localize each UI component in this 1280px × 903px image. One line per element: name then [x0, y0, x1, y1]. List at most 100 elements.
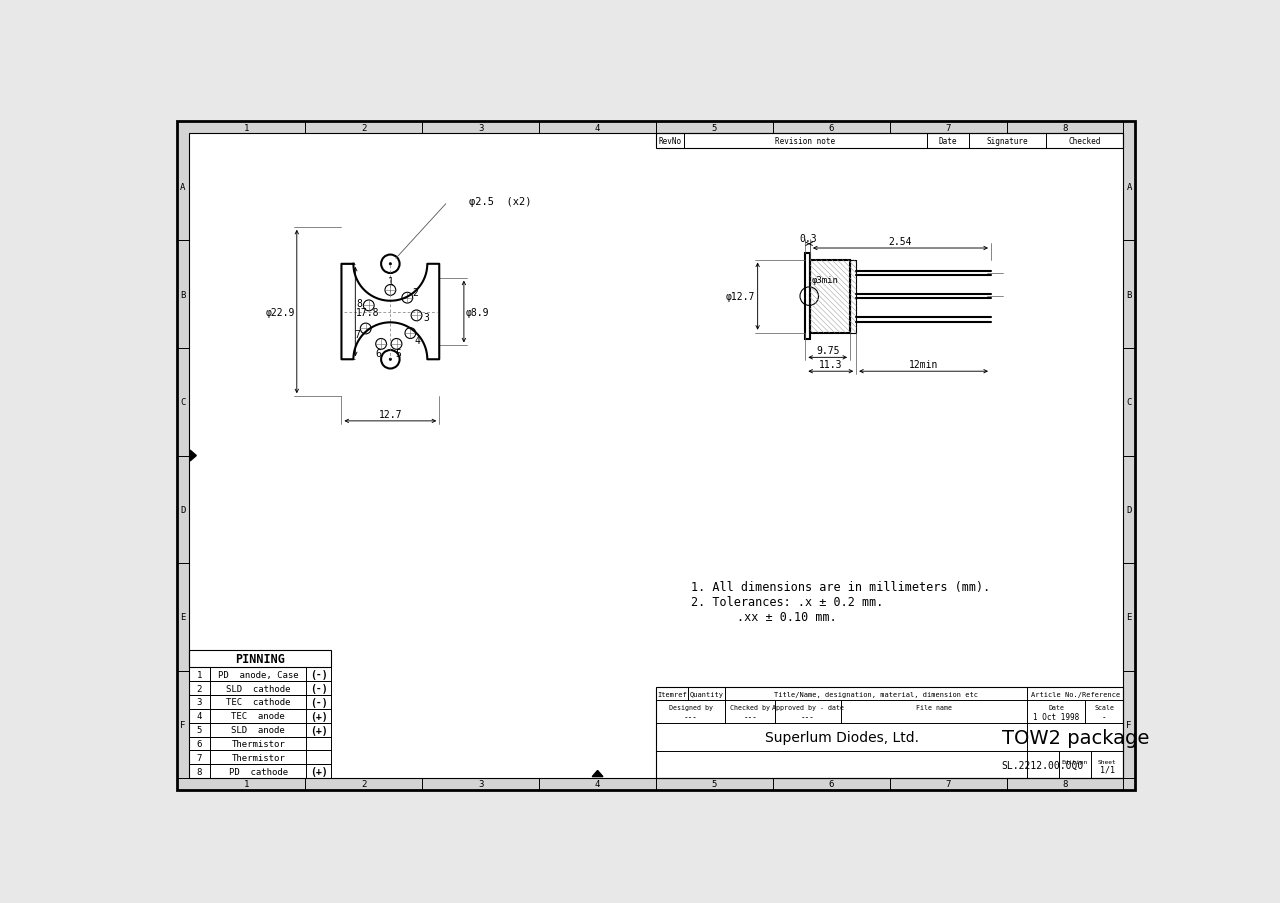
Text: 7: 7: [355, 330, 361, 340]
Text: 7: 7: [946, 124, 951, 133]
Text: Edition: Edition: [1061, 759, 1088, 764]
Text: 6: 6: [828, 124, 835, 133]
Text: Quantity: Quantity: [690, 691, 723, 697]
Text: 3: 3: [197, 698, 202, 707]
Text: 8: 8: [1062, 124, 1068, 133]
Text: F: F: [180, 720, 186, 729]
Text: 1: 1: [244, 124, 250, 133]
Text: 6: 6: [375, 349, 381, 358]
Text: Date: Date: [938, 137, 957, 146]
Text: (-): (-): [310, 697, 328, 707]
Text: 1: 1: [244, 779, 250, 788]
Text: 3: 3: [424, 312, 429, 322]
Text: 4: 4: [595, 779, 600, 788]
Text: 1/1: 1/1: [1100, 764, 1115, 773]
Text: φ2.5  (x2): φ2.5 (x2): [468, 197, 531, 207]
Text: φ22.9: φ22.9: [265, 307, 294, 317]
Bar: [657, 687, 1124, 778]
Text: PD  cathode: PD cathode: [229, 767, 288, 776]
Text: Article No./Reference: Article No./Reference: [1030, 691, 1120, 697]
Text: Thermistor: Thermistor: [232, 753, 285, 762]
Text: C: C: [1126, 398, 1132, 406]
Text: Signature: Signature: [987, 137, 1029, 146]
Text: 2: 2: [412, 287, 419, 297]
Text: Title/Name, designation, material, dimension etc: Title/Name, designation, material, dimen…: [774, 691, 978, 697]
Text: 8: 8: [197, 767, 202, 776]
Polygon shape: [593, 770, 603, 777]
Text: Superlum Diodes, Ltd.: Superlum Diodes, Ltd.: [764, 731, 919, 744]
Text: (-): (-): [310, 684, 328, 694]
Text: Itemref: Itemref: [658, 691, 687, 697]
Text: Approved by - date: Approved by - date: [772, 703, 844, 710]
Text: 0.3: 0.3: [799, 233, 817, 243]
Text: E: E: [180, 612, 186, 621]
Text: 7: 7: [197, 753, 202, 762]
Bar: [188, 737, 332, 750]
Text: A: A: [1126, 183, 1132, 192]
Text: 5: 5: [712, 779, 717, 788]
Bar: [188, 682, 332, 695]
Text: 4: 4: [197, 712, 202, 721]
Text: 9.75: 9.75: [815, 346, 840, 356]
Text: 8: 8: [356, 299, 362, 309]
Bar: [188, 765, 332, 778]
Text: E: E: [1126, 612, 1132, 621]
Text: 1: 1: [388, 276, 393, 286]
Text: φ8.9: φ8.9: [466, 307, 489, 317]
Text: Scale: Scale: [1094, 703, 1114, 710]
Text: SLD  anode: SLD anode: [232, 725, 285, 734]
Text: F: F: [1126, 720, 1132, 729]
Text: (-): (-): [310, 669, 328, 679]
Circle shape: [389, 358, 392, 361]
Text: B: B: [1126, 291, 1132, 300]
Text: Sheet: Sheet: [1098, 759, 1116, 764]
Bar: [188, 667, 332, 682]
Text: D: D: [180, 506, 186, 514]
Text: PD  anode, Case: PD anode, Case: [218, 670, 298, 679]
Text: 4: 4: [415, 336, 420, 346]
Text: D: D: [1126, 506, 1132, 514]
Text: TEC  anode: TEC anode: [232, 712, 285, 721]
Text: RevNo: RevNo: [658, 137, 681, 146]
Text: φ3min: φ3min: [812, 275, 838, 284]
Text: TEC  cathode: TEC cathode: [227, 698, 291, 707]
Text: (+): (+): [310, 725, 328, 735]
Text: 8: 8: [1062, 779, 1068, 788]
Text: 6: 6: [828, 779, 835, 788]
Polygon shape: [191, 451, 196, 461]
Text: Checked by: Checked by: [731, 703, 771, 710]
Text: Revision note: Revision note: [776, 137, 836, 146]
Text: 2. Tolerances: .x ± 0.2 mm.: 2. Tolerances: .x ± 0.2 mm.: [691, 595, 883, 609]
Text: ---: ---: [801, 712, 815, 721]
Text: 11.3: 11.3: [819, 360, 842, 370]
Text: SLD  cathode: SLD cathode: [227, 684, 291, 693]
Bar: [657, 134, 1124, 149]
Text: Designed by: Designed by: [668, 703, 713, 710]
Text: A: A: [180, 183, 186, 192]
Text: SL.2212.00.000: SL.2212.00.000: [1002, 759, 1084, 770]
Text: (+): (+): [310, 767, 328, 777]
Text: -: -: [1073, 764, 1078, 773]
Text: 2.54: 2.54: [888, 237, 913, 247]
Text: Date: Date: [1048, 703, 1064, 710]
Text: 3: 3: [477, 124, 484, 133]
Text: -: -: [1102, 712, 1106, 721]
Text: 5: 5: [396, 349, 402, 358]
Text: .xx ± 0.10 mm.: .xx ± 0.10 mm.: [737, 610, 837, 624]
Text: 17.8: 17.8: [356, 307, 379, 317]
Text: 4: 4: [595, 124, 600, 133]
Text: 1 Oct 1998: 1 Oct 1998: [1033, 712, 1079, 721]
Text: 2: 2: [361, 124, 366, 133]
Bar: [188, 650, 332, 667]
Text: ---: ---: [744, 712, 758, 721]
Text: (+): (+): [310, 711, 328, 721]
Text: φ12.7: φ12.7: [726, 292, 755, 302]
Text: 12.7: 12.7: [379, 409, 402, 420]
Text: 12min: 12min: [909, 360, 938, 370]
Bar: [188, 695, 332, 709]
Text: Checked: Checked: [1069, 137, 1101, 146]
Text: ---: ---: [684, 712, 698, 721]
Bar: [188, 709, 332, 723]
Bar: [850, 260, 856, 333]
Bar: [810, 260, 850, 333]
